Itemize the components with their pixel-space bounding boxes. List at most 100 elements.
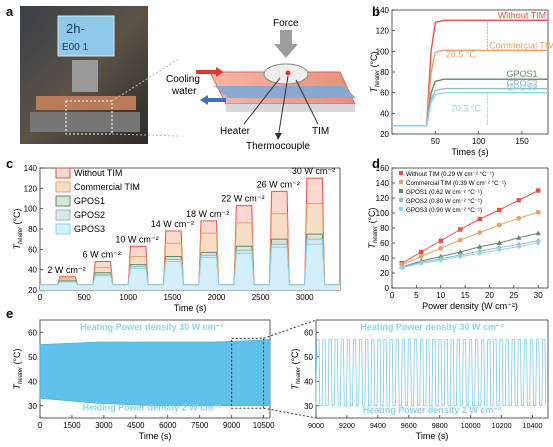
chart-d-legend-marker-3 [399, 198, 403, 202]
chart-e-right-xtick-label: 9200 [339, 421, 355, 430]
chart-d-point [496, 222, 502, 228]
chart-c-legend-label-4: GPOS3 [74, 224, 105, 234]
chart-e-left-top-label: Heating Power density 30 W cm⁻² [80, 322, 223, 332]
meter-display-bottom: E00 1 [62, 42, 89, 53]
chart-e-right-xtick-label: 10400 [523, 421, 543, 430]
chart-d-point [535, 240, 541, 246]
chart-c-ytick-label: 40 [28, 266, 37, 275]
chart-c-xtick-label: 0 [38, 293, 43, 302]
chart-c-xtick-label: 3000 [296, 293, 314, 302]
chart-d-ylabel: Theater (°C) [367, 207, 379, 248]
chart-d-legend-label-1: Commercial TIM (0.39 W cm⁻² °C⁻¹) [406, 180, 506, 187]
chart-e-left-ytick-label: 30 [28, 402, 37, 411]
chart-e-left-xtick-label: 4500 [127, 421, 145, 430]
water-out-arrowhead [200, 95, 208, 105]
chart-c-legend-swatch-2 [55, 195, 71, 207]
chart-c-area-4 [40, 244, 340, 290]
chart-e-right-xlabel: Time (s) [416, 431, 449, 441]
chart-e-zoom-line-top [263, 319, 317, 339]
chart-d-point [418, 254, 424, 259]
chart-d-point [477, 216, 482, 222]
chart-d-point [419, 249, 424, 255]
chart-e-left-ytick-label: 50 [28, 353, 37, 362]
chart-c-xtick-label: 2500 [252, 293, 270, 302]
chart-c-legend-swatch-0 [55, 167, 71, 179]
chart-d-point [497, 207, 502, 213]
sample-stage [36, 96, 136, 110]
chart-d-point [438, 257, 444, 264]
chart-e-left-xtick-label: 7500 [191, 421, 209, 430]
tim-pointer [295, 79, 319, 125]
thermocouple-pointer-head [275, 133, 282, 140]
chart-b-ytick-label: 140 [376, 6, 390, 15]
chart-e-left-xtick-label: 0 [38, 421, 43, 430]
chart-e-left-ylabel: Theater (°C) [12, 348, 24, 389]
chart-b-ylabel: Theater (°C) [369, 51, 381, 92]
chart-c-step-label-6: 26 W cm⁻² [257, 179, 300, 189]
chart-e-left-xtick-label: 6000 [159, 421, 177, 430]
chart-d-point [418, 260, 424, 267]
chart-d-ytick-label: 20 [380, 269, 389, 278]
chart-e-right-ytick-label: 40 [304, 377, 313, 386]
chart-e-right-xtick-label: 10000 [461, 421, 481, 430]
chart-d-legend-label-0: Without TIM (0.29 W cm⁻² °C⁻¹) [406, 171, 494, 178]
zoom-line-top [111, 57, 181, 102]
chart-d-xtick-label: 25 [509, 291, 518, 300]
chart-d-legend-marker-0 [399, 171, 403, 175]
chart-e-left-xtick-label: 1500 [63, 421, 81, 430]
chart-e-zoom-line-bottom [263, 407, 317, 419]
chart-b-ytick-label: 100 [376, 47, 390, 56]
chart-c-legend-label-2: GPOS1 [74, 196, 105, 206]
meter-display-top: 2h- [66, 21, 85, 36]
chart-e-right-xtick-label: 9000 [308, 421, 324, 430]
heater-label: Heater [220, 126, 251, 137]
chart-d-point [477, 250, 483, 257]
chart-c-legend-swatch-4 [55, 223, 71, 235]
panel-a-letter: a [6, 4, 14, 19]
chart-e-left-ytick-label: 60 [28, 328, 37, 337]
chart-d-legend-marker-4 [399, 207, 403, 211]
chart-c-ytick-label: 120 [24, 184, 38, 193]
chart-b-xtick-label: 150 [515, 137, 529, 146]
panel-d: d [372, 156, 380, 171]
chart-d-ytick-label: 40 [380, 254, 389, 263]
chart-e-left-xtick-label: 10500 [253, 421, 275, 430]
chart-c-legend-label-0: Without TIM [74, 168, 122, 178]
plate-edge [226, 104, 355, 112]
chart-e-right-ylabel: Theater (°C) [290, 348, 302, 389]
chart-e-left-band [39, 339, 271, 407]
chart-d-point [438, 238, 443, 243]
chart-d-point [516, 215, 522, 221]
zoom-box [65, 100, 113, 135]
panel-c-letter: c [6, 156, 13, 171]
panel-e-letter: e [6, 306, 13, 321]
chart-e-right-bottom-label: Heating Power density 2 W cm⁻² [363, 405, 501, 415]
chart-d-ytick-label: 80 [380, 224, 389, 233]
panel-c: c [6, 156, 13, 171]
press-column [72, 60, 98, 92]
chart-b-series-label-0: Without TIM [498, 10, 546, 20]
chart-d-xtick-label: 5 [414, 291, 419, 300]
chart-b-series-label-3: GPOS2 [506, 79, 537, 89]
chart-c-xtick-label: 1500 [163, 293, 181, 302]
chart-e-left-ytick-label: 40 [28, 377, 37, 386]
chart-b-series-label-2: GPOS1 [506, 69, 537, 79]
chart-d-point [457, 249, 463, 254]
panel-e: e [6, 306, 13, 321]
chart-c-ylabel: Theater (°C) [12, 208, 24, 249]
chart-c-xtick-label: 1000 [119, 293, 137, 302]
chart-d-ytick-label: 60 [380, 239, 389, 248]
chart-b-ytick-label: 120 [376, 27, 390, 36]
chart-d-point [536, 188, 541, 193]
chart-b-ytick-label: 40 [380, 109, 389, 118]
chart-d-xtick-label: 30 [534, 291, 543, 300]
thermocouple-label: Thermocouple [246, 141, 310, 152]
chart-c-step-label-0: 2 W cm⁻² [47, 265, 85, 275]
chart-d-point [457, 253, 463, 260]
chart-d-point [457, 237, 463, 243]
chart-e-right-line [315, 339, 547, 407]
chart-c-line-3 [40, 238, 340, 286]
chart-d-point [438, 245, 444, 251]
